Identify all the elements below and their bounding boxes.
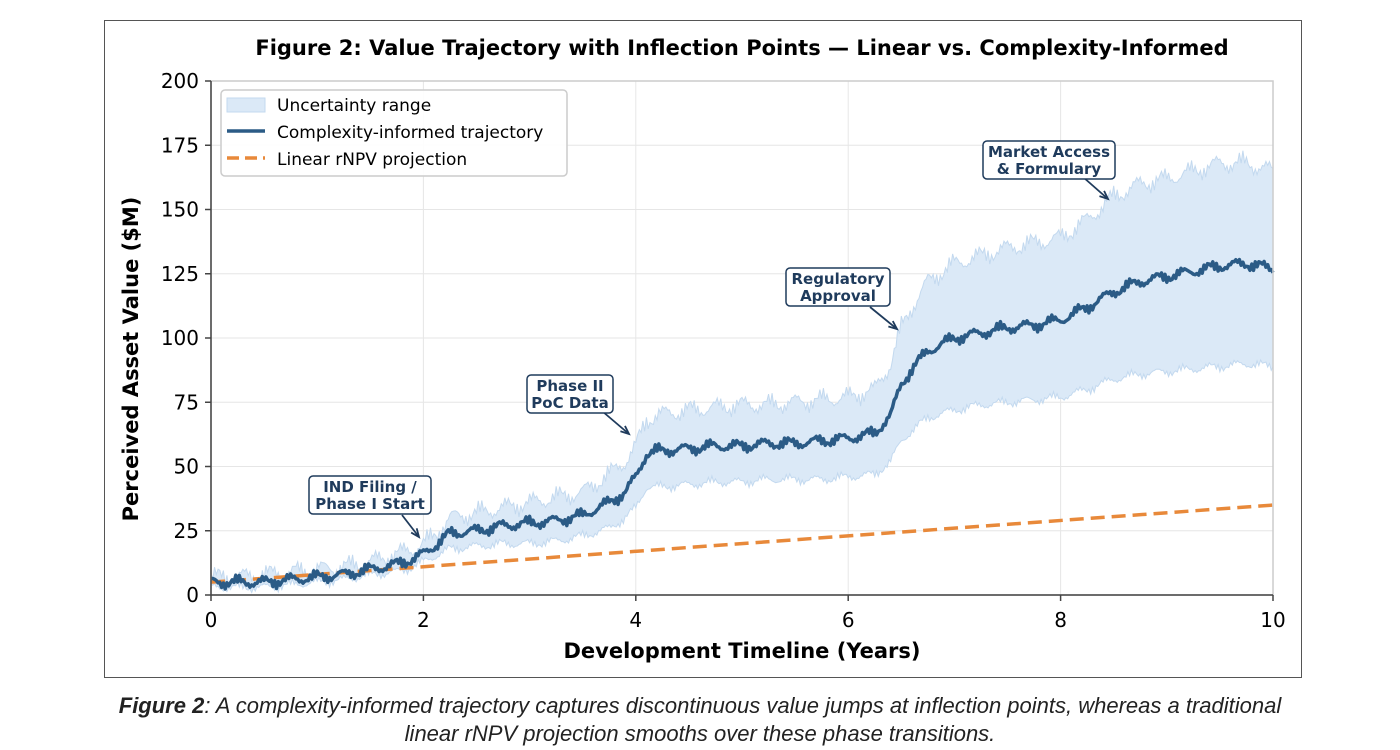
chart-title: Figure 2: Value Trajectory with Inflecti… <box>255 36 1228 60</box>
y-tick-label: 75 <box>174 390 199 414</box>
annotation-box <box>308 475 432 515</box>
annotation-arrow <box>401 514 420 538</box>
complexity-series <box>211 257 1275 591</box>
annotation-label: Phase II PoC Data <box>531 377 608 412</box>
annotation-box <box>785 267 891 307</box>
y-tick-label: 125 <box>161 262 199 286</box>
legend-label-band: Uncertainty range <box>277 96 431 116</box>
y-axis-label: Perceived Asset Value ($M) <box>119 197 143 522</box>
annotation-arrowhead <box>620 425 631 436</box>
annotation-label: Regulatory Approval <box>791 270 884 305</box>
annotation-box <box>982 140 1116 180</box>
x-tick-label: 8 <box>1054 608 1067 632</box>
uncertainty-band <box>210 150 1274 594</box>
legend-box <box>220 89 568 177</box>
x-tick-label: 2 <box>417 608 430 632</box>
annotation-1: IND Filing / Phase I Start <box>308 475 432 539</box>
annotation-label: Market Access & Formulary <box>988 143 1110 178</box>
y-tick-label: 0 <box>186 583 199 607</box>
uncertainty-band-area <box>210 150 1274 594</box>
axes: 0 25 50 75 100 125 150 175 200 0 2 4 6 8 10 <box>161 69 1286 632</box>
y-tick-label: 150 <box>161 198 199 222</box>
legend-band-swatch <box>226 97 266 113</box>
caption-text: : A complexity-informed trajectory captu… <box>204 693 1282 746</box>
y-tick-label: 200 <box>161 69 199 93</box>
annotation-arrowhead <box>410 528 421 539</box>
annotation-arrow <box>601 410 630 435</box>
y-tick-label: 100 <box>161 326 199 350</box>
linear-rnpv-line <box>210 503 1274 584</box>
x-tick-label: 0 <box>205 608 218 632</box>
annotation-3: Regulatory Approval <box>785 267 899 331</box>
legend: Uncertainty range Complexity-informed tra… <box>220 89 568 177</box>
annotation-box <box>526 374 614 414</box>
legend-label-complexity: Complexity-informed trajectory <box>277 123 543 143</box>
annotation-arrow <box>869 306 898 330</box>
y-tick-label: 50 <box>174 455 199 479</box>
x-tick-label: 10 <box>1260 608 1285 632</box>
linear-series <box>210 503 1274 584</box>
figure-frame: 0 25 50 75 100 125 150 175 200 0 2 4 6 8 10 IND Filing… <box>104 20 1302 678</box>
annotation-4: Market Access & Formulary <box>982 140 1116 201</box>
y-tick-label: 175 <box>161 133 199 157</box>
complexity-trajectory-line <box>211 257 1275 591</box>
caption-label: Figure 2 <box>118 693 205 718</box>
x-tick-label: 4 <box>629 608 642 632</box>
x-tick-label: 6 <box>842 608 855 632</box>
annotation-arrowhead <box>888 320 899 331</box>
annotations: IND Filing / Phase I Start Phase II PoC Dat… <box>308 140 1116 539</box>
annotation-arrowhead <box>1099 190 1110 201</box>
value-trajectory-chart: 0 25 50 75 100 125 150 175 200 0 2 4 6 8 10 IND Filing… <box>119 36 1286 663</box>
y-tick-label: 25 <box>174 519 199 543</box>
x-axis-label: Development Timeline (Years) <box>564 639 921 663</box>
figure-caption: Figure 2: A complexity-informed trajecto… <box>100 692 1300 748</box>
annotation-2: Phase II PoC Data <box>526 374 631 436</box>
legend-label-linear: Linear rNPV projection <box>277 150 467 170</box>
annotation-arrow <box>1082 176 1109 200</box>
annotation-label: IND Filing / Phase I Start <box>315 478 425 513</box>
